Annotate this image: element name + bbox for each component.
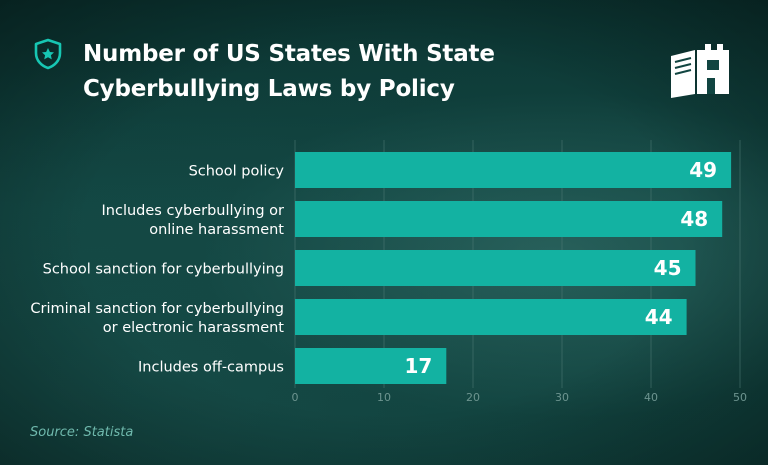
x-tick-label: 40 (644, 391, 658, 404)
bar-value-label: 49 (689, 158, 717, 182)
bar (295, 348, 447, 384)
category-label: School sanction for cyberbullying (43, 262, 284, 278)
bar (295, 250, 696, 286)
bar-value-label: 17 (404, 354, 432, 378)
category-label: or electronic harassment (103, 320, 285, 336)
chart-title: Number of US States With State Cyberbull… (83, 37, 603, 107)
chart-title-line-2: Cyberbullying Laws by Policy (83, 76, 455, 102)
category-label: Criminal sanction for cyberbullying (30, 301, 284, 317)
category-label: School policy (189, 164, 285, 180)
chart-title-line-1: Number of US States With State (83, 41, 495, 67)
bar-value-label: 44 (645, 305, 673, 329)
x-tick-label: 50 (733, 391, 747, 404)
category-label: online harassment (149, 222, 284, 238)
bar (295, 299, 687, 335)
book-castle-logo-icon (671, 44, 729, 98)
bars-layer: 49 48 45 44 17 (295, 152, 732, 384)
category-label: Includes cyberbullying or (102, 203, 285, 219)
x-tick-label: 10 (377, 391, 391, 404)
bar (295, 152, 732, 188)
x-tick-label: 30 (555, 391, 569, 404)
x-tick-label: 20 (466, 391, 480, 404)
x-axis-ticks-layer: 0 10 20 30 40 50 (292, 391, 748, 404)
bar-value-label: 45 (654, 256, 682, 280)
bar (295, 201, 723, 237)
source-caption: Source: Statista (30, 425, 134, 440)
bar-value-label: 48 (680, 207, 708, 231)
shield-badge-icon (34, 38, 62, 70)
x-tick-label: 0 (292, 391, 299, 404)
category-label: Includes off-campus (138, 360, 284, 376)
category-labels-layer: School policy Includes cyberbullying or on… (30, 164, 284, 376)
